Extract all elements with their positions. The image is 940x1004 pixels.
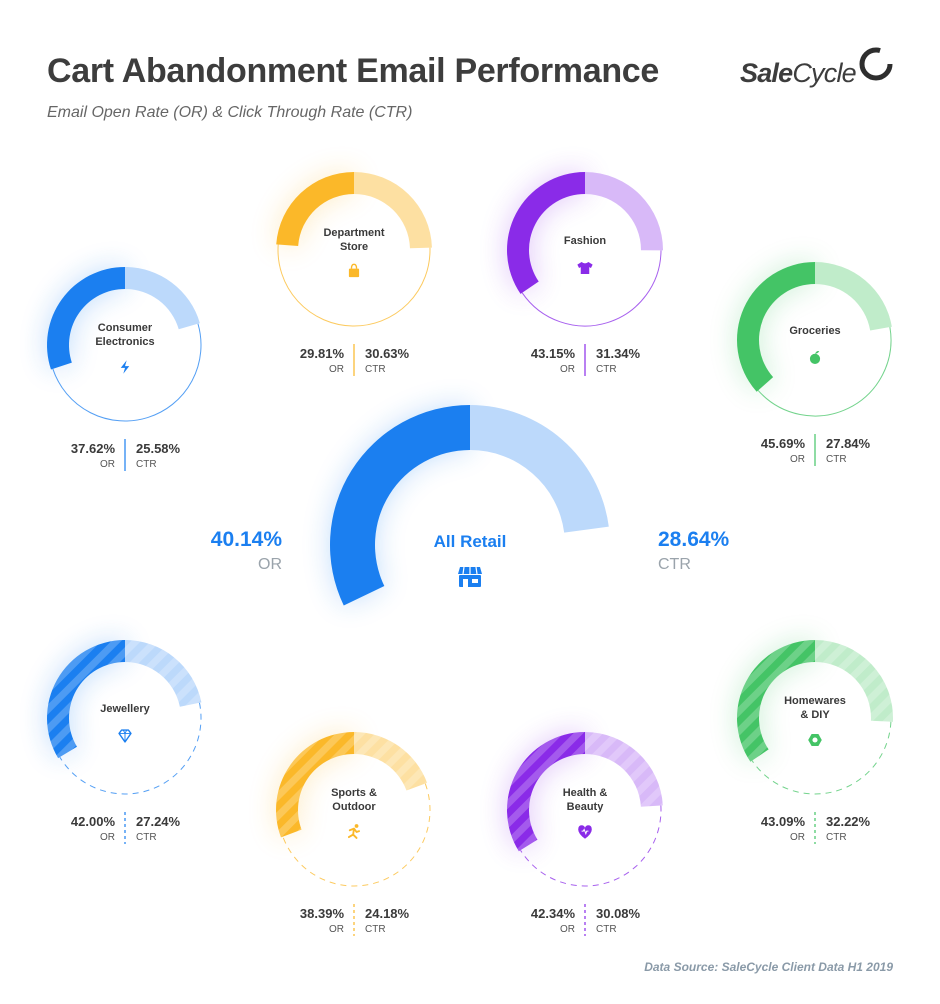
donut-track xyxy=(277,244,431,327)
or-value: 29.81% xyxy=(300,346,345,361)
donut-track xyxy=(751,721,892,795)
donut-department-store: Department Store 29.81% OR 30.63% CTR xyxy=(276,172,432,376)
or-arc xyxy=(47,267,125,370)
ctr-label: CTR xyxy=(596,364,617,375)
donut-track xyxy=(282,783,431,887)
ctr-label: CTR xyxy=(826,832,847,843)
donut-all-retail: All Retail 40.14% OR 28.64% CTR xyxy=(211,405,730,606)
ctr-label: CTR xyxy=(136,832,157,843)
category-name: Jewellery xyxy=(100,703,150,715)
salecycle-logo: SaleCycle xyxy=(740,40,900,90)
chart-subtitle: Email Open Rate (OR) & Click Through Rat… xyxy=(47,104,413,121)
donut-fashion: Fashion 43.15% OR 31.34% CTR xyxy=(507,172,663,376)
donut-consumer-electronics: Consumer Electronics 37.62% OR 25.58% CTR xyxy=(47,267,202,471)
category-name: Fashion xyxy=(564,235,606,247)
donut-track xyxy=(52,323,202,422)
or-label: OR xyxy=(790,454,805,465)
or-arc xyxy=(507,172,585,294)
heart-icon xyxy=(578,825,592,839)
or-value: 42.00% xyxy=(71,814,116,829)
category-name: Department Store xyxy=(323,227,384,253)
or-label: OR xyxy=(100,459,115,470)
main-ctr-value: 28.64% xyxy=(658,528,730,551)
main-or-value: 40.14% xyxy=(211,528,283,551)
ctr-arc xyxy=(585,172,663,251)
ctr-arc xyxy=(815,640,893,722)
ctr-value: 25.58% xyxy=(136,441,181,456)
data-source: Data Source: SaleCycle Client Data H1 20… xyxy=(644,960,893,974)
runner-icon xyxy=(347,824,361,839)
or-arc xyxy=(276,172,354,246)
or-label: OR xyxy=(560,924,575,935)
category-name: Sports & Outdoor xyxy=(331,787,377,813)
or-arc xyxy=(329,405,470,606)
or-label: OR xyxy=(790,832,805,843)
donut-health-beauty: Health & Beauty 42.34% OR 30.08% CTR xyxy=(507,732,663,936)
ctr-label: CTR xyxy=(596,924,617,935)
nut-icon xyxy=(808,734,822,746)
or-arc xyxy=(507,732,585,852)
ctr-value: 30.63% xyxy=(365,346,410,361)
chart-title: Cart Abandonment Email Performance xyxy=(47,52,660,90)
donut-track xyxy=(521,250,662,327)
or-value: 43.09% xyxy=(761,814,806,829)
ctr-arc xyxy=(585,732,663,807)
ctr-arc xyxy=(354,172,432,249)
diamond-icon xyxy=(118,729,132,743)
category-name: Homewares & DIY xyxy=(784,695,846,721)
category-name: Groceries xyxy=(789,325,840,337)
ctr-label: CTR xyxy=(365,364,386,375)
ctr-value: 27.84% xyxy=(826,436,871,451)
store-icon xyxy=(458,566,482,587)
donut-track xyxy=(757,326,892,417)
shopping-bag-icon xyxy=(348,263,360,278)
category-name: Health & Beauty xyxy=(563,787,608,813)
ctr-arc xyxy=(125,267,200,330)
ctr-arc xyxy=(354,732,428,791)
tshirt-icon xyxy=(577,262,593,274)
donut-track xyxy=(520,805,662,887)
apple-icon xyxy=(809,351,821,364)
or-arc xyxy=(276,732,354,838)
ctr-label: CTR xyxy=(826,454,847,465)
or-label: OR xyxy=(100,832,115,843)
logo-wordmark: SaleCycle xyxy=(740,58,857,88)
or-value: 43.15% xyxy=(531,346,576,361)
donut-homewares-diy: Homewares & DIY 43.09% OR 32.22% CTR xyxy=(737,640,893,844)
donut-jewellery: Jewellery 42.00% OR 27.24% CTR xyxy=(47,640,202,844)
ctr-value: 27.24% xyxy=(136,814,181,829)
logo-ring-icon xyxy=(859,47,893,81)
or-value: 45.69% xyxy=(761,436,806,451)
ctr-label: CTR xyxy=(136,459,157,470)
or-label: OR xyxy=(329,364,344,375)
main-ctr-label: CTR xyxy=(658,556,691,573)
ctr-value: 31.34% xyxy=(596,346,641,361)
ctr-value: 30.08% xyxy=(596,906,641,921)
or-label: OR xyxy=(560,364,575,375)
or-value: 42.34% xyxy=(531,906,576,921)
donut-sports-outdoor: Sports & Outdoor 38.39% OR 24.18% CTR xyxy=(276,732,431,936)
donut-groceries: Groceries 45.69% OR 27.84% CTR xyxy=(737,262,892,466)
or-label: OR xyxy=(329,924,344,935)
ctr-arc xyxy=(125,640,202,707)
or-arc xyxy=(737,640,815,762)
donut-track xyxy=(59,702,202,795)
ctr-value: 24.18% xyxy=(365,906,410,921)
main-or-label: OR xyxy=(258,556,282,573)
or-value: 37.62% xyxy=(71,441,116,456)
or-value: 38.39% xyxy=(300,906,345,921)
ctr-arc xyxy=(815,262,892,331)
or-arc xyxy=(737,262,815,392)
main-name: All Retail xyxy=(434,532,507,551)
ctr-arc xyxy=(470,405,609,533)
lightning-icon xyxy=(120,360,130,374)
ctr-label: CTR xyxy=(365,924,386,935)
or-arc xyxy=(47,640,126,759)
category-name: Consumer Electronics xyxy=(95,322,154,348)
ctr-value: 32.22% xyxy=(826,814,871,829)
